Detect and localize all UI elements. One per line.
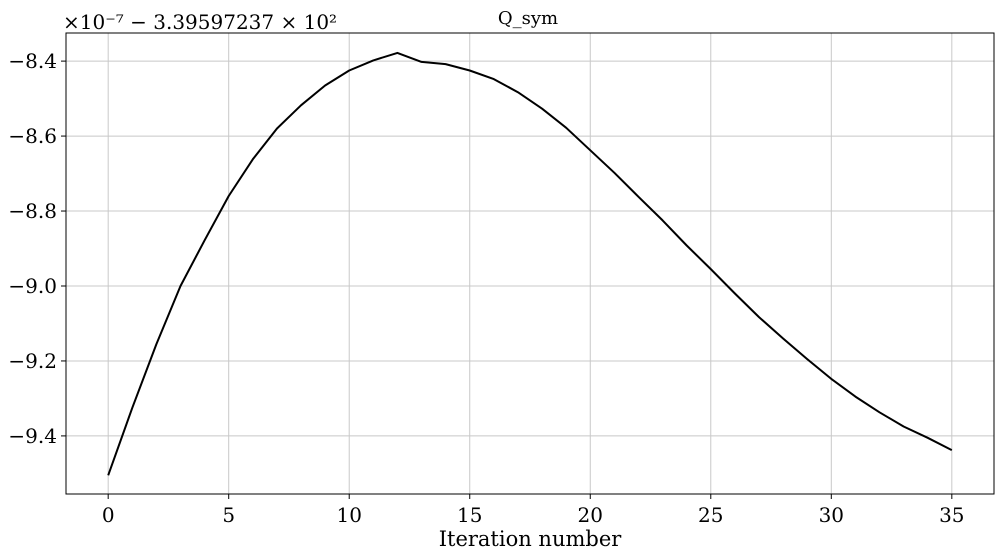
x-axis-label: Iteration number <box>439 527 623 551</box>
x-tick-label: 0 <box>102 503 115 527</box>
y-tick-label: −8.6 <box>8 124 57 148</box>
y-tick-label: −9.0 <box>8 274 57 298</box>
plot-area-frame <box>65 32 995 495</box>
x-tick-label: 15 <box>457 503 482 527</box>
x-tick-label: 10 <box>336 503 361 527</box>
x-axis: 0 5 10 15 20 25 30 35 <box>102 494 965 527</box>
y-tick-label: −8.8 <box>8 199 57 223</box>
y-tick-label: −9.2 <box>8 349 57 373</box>
grid-lines <box>66 33 994 494</box>
y-tick-label: −9.4 <box>8 424 57 448</box>
series-group <box>107 51 953 476</box>
x-tick-label: 5 <box>222 503 235 527</box>
y-tick-label: −8.4 <box>8 49 57 73</box>
y-axis: −8.4 −8.6 −8.8 −9.0 −9.2 −9.4 <box>8 49 66 448</box>
x-tick-label: 20 <box>578 503 603 527</box>
y-axis-offset-label: ×10⁻⁷ − 3.39597237 × 10² <box>63 10 337 34</box>
x-tick-label: 35 <box>939 503 964 527</box>
series-line <box>107 51 953 476</box>
chart-title: Q_sym <box>498 8 558 29</box>
x-tick-label: 25 <box>698 503 723 527</box>
x-tick-label: 30 <box>819 503 844 527</box>
